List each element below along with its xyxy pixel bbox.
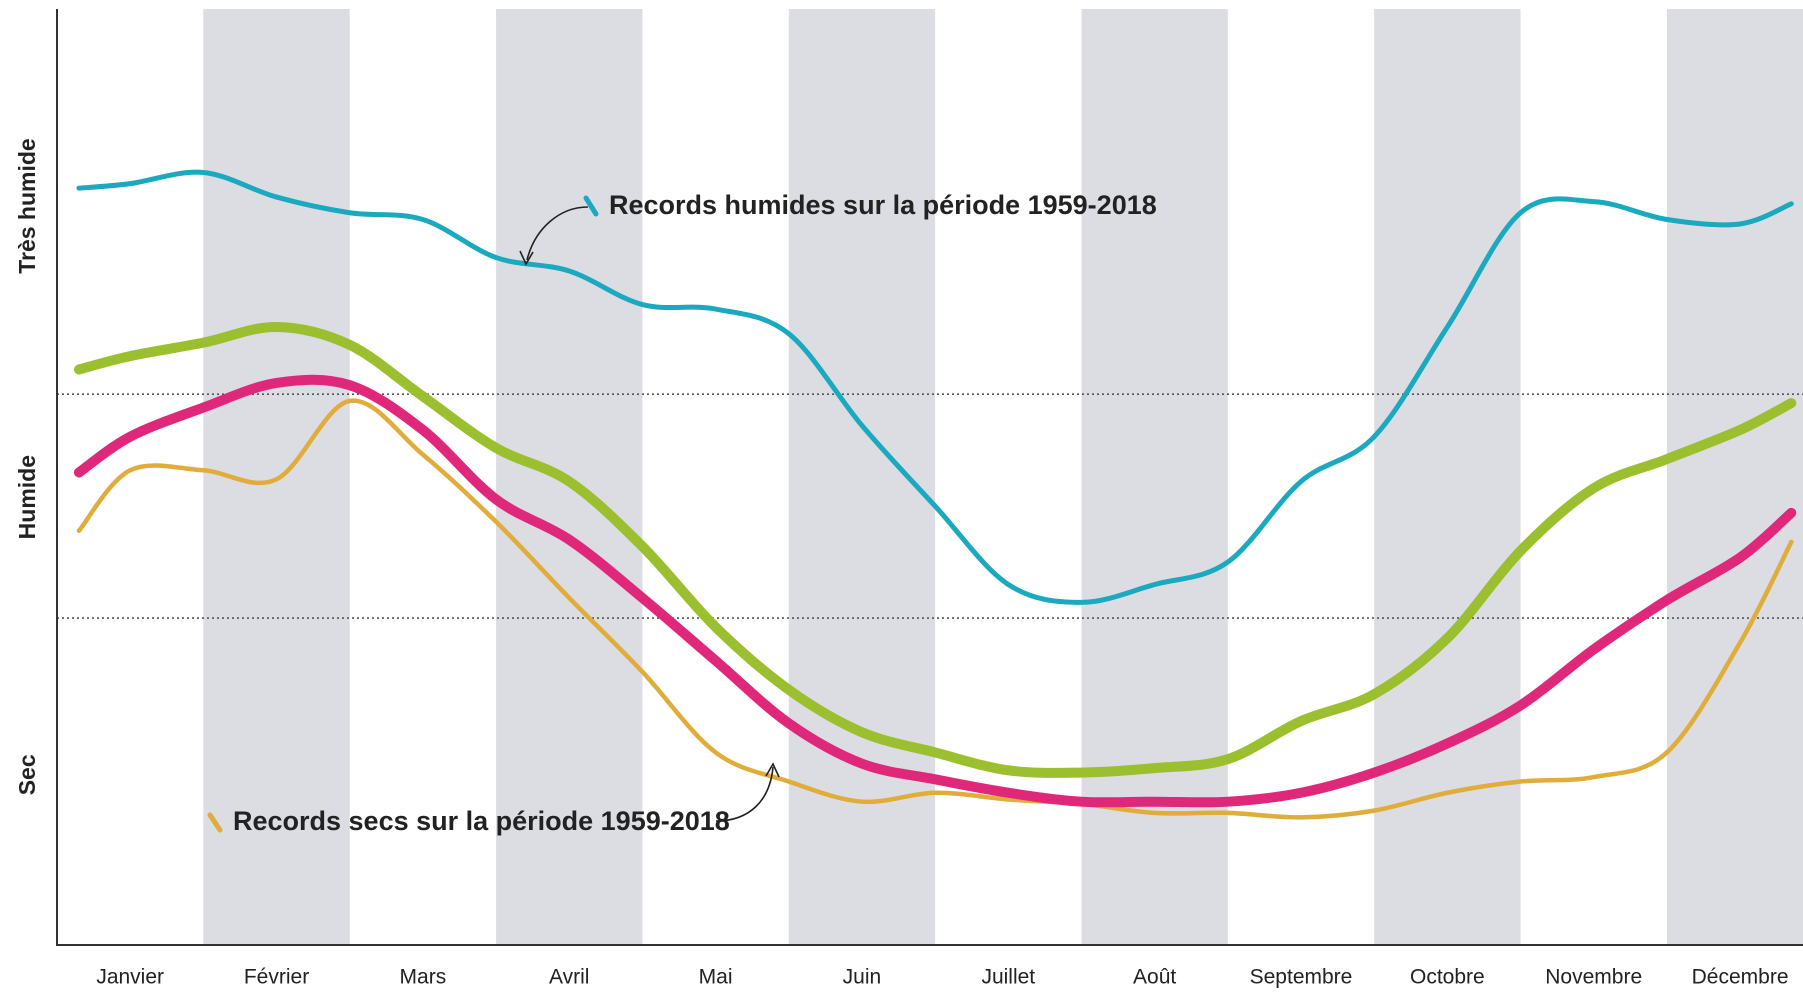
lines — [73, 169, 1797, 820]
x-tick-label: Juin — [843, 966, 882, 989]
x-tick-label: Décembre — [1692, 966, 1789, 989]
series-line — [73, 374, 1797, 808]
x-tick-label: Avril — [549, 966, 589, 989]
x-tick-label: Mars — [400, 966, 447, 989]
y-tick-label: Très humide — [14, 138, 40, 273]
month-band — [1374, 9, 1521, 945]
month-band — [1666, 9, 1803, 945]
month-band — [788, 9, 936, 945]
month-bands — [203, 9, 1803, 945]
month-band — [1081, 9, 1228, 945]
x-tick-label: Janvier — [96, 966, 164, 989]
x-tick-label: Septembre — [1250, 966, 1353, 989]
grid — [57, 393, 1803, 619]
annotation: Records humides sur la période 1959-2018 — [609, 190, 1157, 220]
x-tick-label: Août — [1133, 966, 1176, 989]
annotation-arrow — [526, 206, 589, 261]
arrow-head — [765, 762, 780, 778]
arrow-head — [519, 250, 534, 266]
series-line — [76, 169, 1794, 605]
legend-swatch — [583, 195, 599, 217]
annotation-arrow — [715, 766, 774, 822]
y-tick-label: Humide — [14, 455, 40, 539]
series-line — [76, 398, 1794, 820]
x-tick-label: Novembre — [1545, 966, 1642, 989]
x-tick-label: Mai — [699, 966, 733, 989]
legend-swatch — [207, 812, 223, 833]
y-tick-label: Sec — [14, 754, 40, 795]
x-tick-label: Juillet — [981, 966, 1035, 989]
x-tick-label: Février — [244, 966, 309, 989]
x-tick-label: Octobre — [1410, 966, 1485, 989]
series-line — [73, 321, 1797, 778]
annotation: Records secs sur la période 1959-2018 — [233, 806, 730, 836]
